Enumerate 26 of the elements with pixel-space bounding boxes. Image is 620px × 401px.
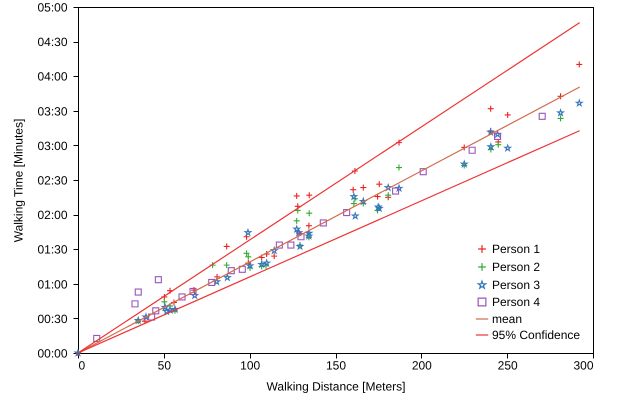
x-tick-label: 250 <box>498 358 518 372</box>
legend-label: Person 2 <box>492 260 540 274</box>
legend-label: Person 3 <box>492 278 540 292</box>
x-tick-label: 0 <box>78 358 86 372</box>
y-tick-label: 01:00 <box>37 277 68 292</box>
legend-label: 95% Confidence <box>492 328 580 342</box>
y-tick-label: 00:00 <box>37 346 68 360</box>
legend-label: mean <box>492 312 522 326</box>
y-tick-label: 03:00 <box>37 138 68 153</box>
y-tick-label: 04:30 <box>37 35 68 50</box>
y-tick-label: 00:30 <box>37 312 68 326</box>
y-axis-title: Walking Time [Minutes] <box>11 118 26 242</box>
y-tick-label: 03:30 <box>37 104 68 118</box>
x-axis-title: Walking Distance [Meters] <box>266 380 406 394</box>
x-tick-label: 300 <box>573 358 594 372</box>
y-tick-label: 01:30 <box>37 242 68 257</box>
y-tick-label: 02:00 <box>37 208 68 222</box>
legend-label: Person 4 <box>492 295 540 309</box>
x-tick-label: 50 <box>158 358 172 372</box>
x-tick-label: 150 <box>326 358 346 372</box>
legend-label: Person 1 <box>492 242 540 256</box>
y-tick-label: 05:00 <box>37 0 68 14</box>
y-tick-label: 02:30 <box>37 174 68 188</box>
x-tick-label: 100 <box>240 358 260 372</box>
y-tick-label: 04:00 <box>37 70 68 84</box>
x-tick-label: 200 <box>412 358 432 372</box>
